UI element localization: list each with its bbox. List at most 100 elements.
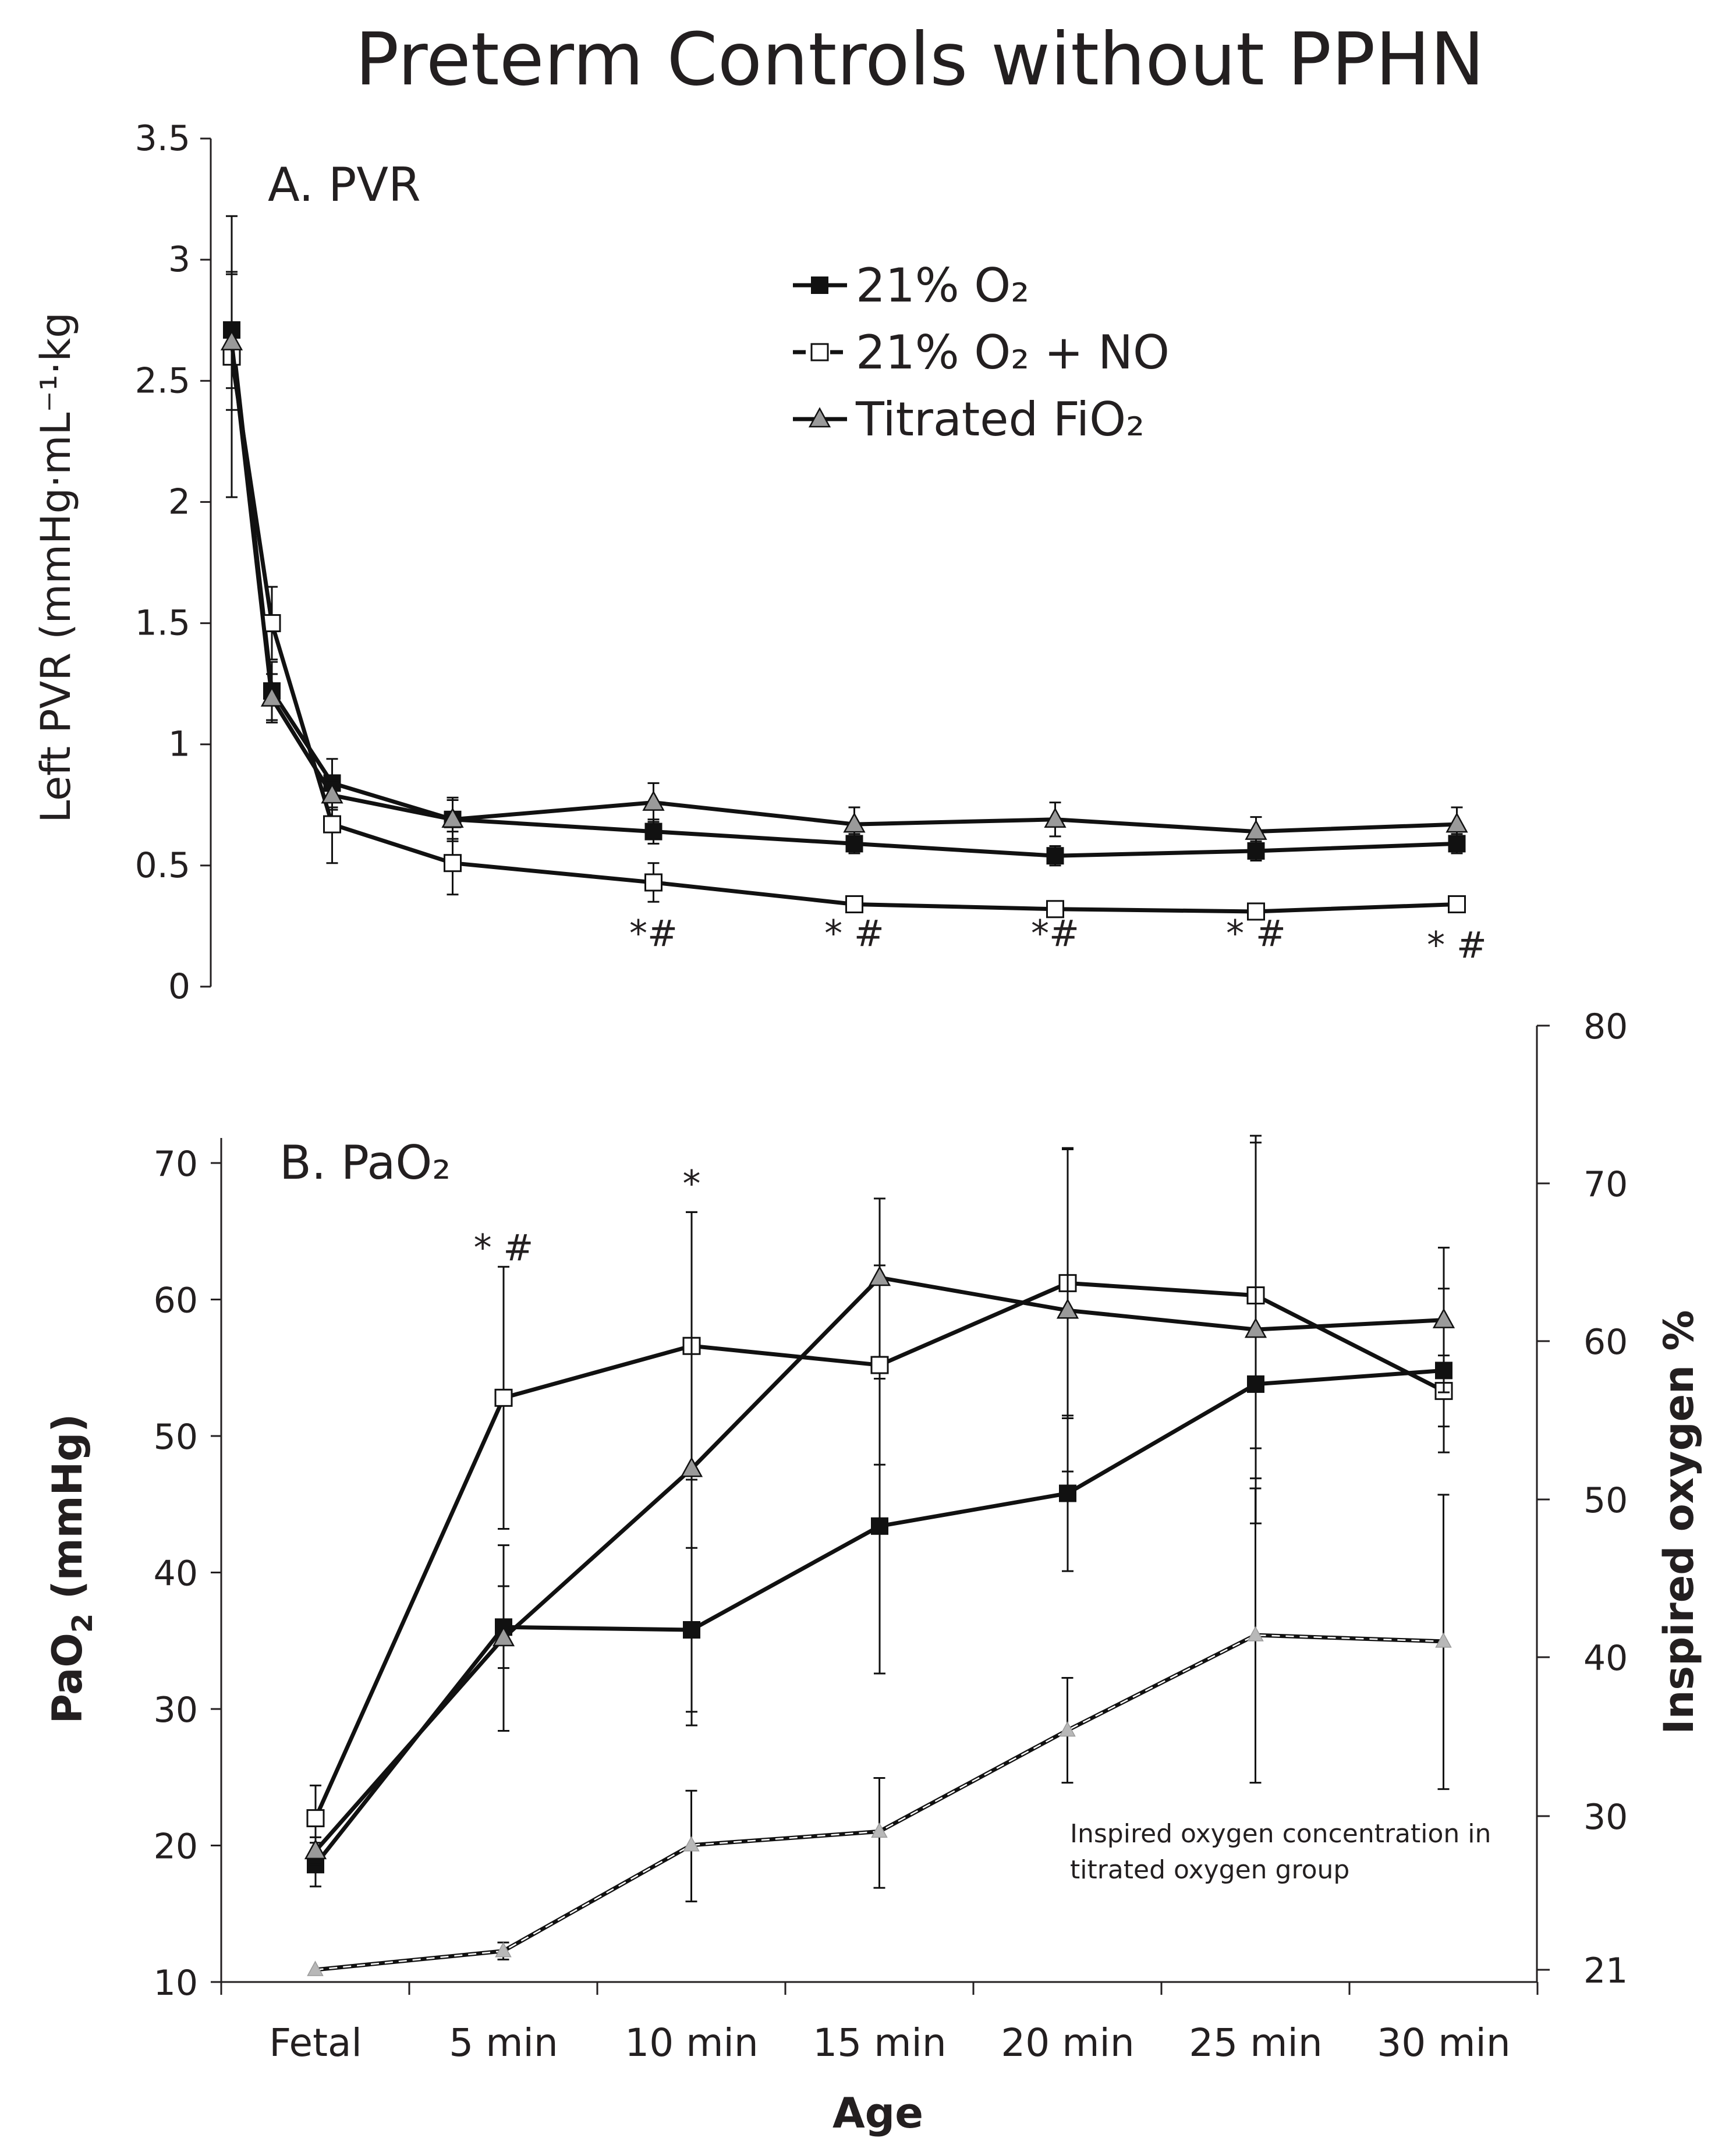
- panel-b-data-point: [871, 1517, 888, 1535]
- panel-b-data-point: [683, 1836, 700, 1852]
- panel-b-y-tick-label: 60: [154, 1281, 198, 1321]
- panel-a-significance-mark: * #: [1427, 924, 1487, 966]
- panel-b-label: B. PaO₂: [279, 1136, 451, 1190]
- panel-b-data-point: [307, 1960, 324, 1976]
- panel-b-significance-mark: * #: [474, 1226, 534, 1269]
- panel-a-data-point: [323, 815, 341, 834]
- panel-b-data-point: [494, 1388, 513, 1407]
- panel-b-y-tick-label: 20: [154, 1827, 198, 1867]
- panel-b-data-point: [492, 1626, 515, 1647]
- panel-b-x-tick-label: Fetal: [269, 2020, 362, 2065]
- panel-a-data-point: [1046, 900, 1064, 919]
- panel-a-significance-mark: * #: [1226, 912, 1286, 955]
- panel-a-data-point: [644, 822, 662, 841]
- panel-b-axes: 10 20 30 40 50 60 70 21 30 40 50 60 70 80 Fetal 5 min 10…: [154, 1006, 1628, 2065]
- panel-a-data-point: [441, 807, 464, 828]
- panel-b-significance-marks: * # *: [474, 1162, 701, 1269]
- panel-a-series-2: [220, 273, 1468, 848]
- panel-b-data-point: [1247, 1626, 1264, 1641]
- panel-a-legend-marker: [808, 407, 831, 428]
- panel-a-y-axis-label: Left PVR (mmHg·mL⁻¹·kg: [32, 312, 80, 822]
- panel-a-series: [220, 215, 1468, 921]
- panel-b-significance-mark: *: [683, 1162, 701, 1205]
- panel-b-data-point: [870, 1356, 889, 1374]
- panel-b-data-point: [680, 1456, 703, 1477]
- panel-a-y-tick-label: 2: [168, 481, 190, 522]
- panel-a-data-point: [444, 854, 462, 873]
- panel-a-data-point: [1046, 847, 1064, 865]
- panel-a-y-tick-label: 0: [168, 966, 190, 1007]
- panel-b-data-point: [1056, 1298, 1079, 1319]
- panel-b-right-tick-label: 30: [1583, 1797, 1628, 1838]
- panel-a-legend: 21% O₂ 21% O₂ + NO Titrated FiO₂: [793, 258, 1170, 446]
- panel-b-x-tick-label: 20 min: [1001, 2020, 1134, 2065]
- panel-b-pao2-chart: 10 20 30 40 50 60 70 21 30 40 50 60 70 80 Fetal 5 min 10…: [44, 1006, 1703, 2137]
- panel-b-y-tick-label: 10: [154, 1963, 198, 2004]
- panel-a-series-0: [223, 271, 1466, 867]
- panel-a-series-1: [222, 215, 1466, 921]
- panel-b-y-axis-label: PaO2 (mmHg): [44, 1414, 99, 1724]
- panel-a-data-point: [1446, 812, 1468, 833]
- panel-a-data-point: [1245, 819, 1267, 840]
- panel-b-series-2: [304, 1134, 1455, 1866]
- panel-b-right-tick-label: 60: [1583, 1322, 1628, 1363]
- panel-b-data-point: [1435, 1632, 1452, 1648]
- panel-a-data-point: [260, 686, 284, 707]
- panel-a-y-tick-label: 3: [168, 239, 190, 280]
- panel-a-data-point: [642, 790, 665, 811]
- panel-b-right-axis-label: Inspired oxygen %: [1655, 1310, 1703, 1735]
- panel-a-data-point: [321, 783, 343, 804]
- panel-a-data-point: [843, 812, 866, 833]
- panel-b-note: Inspired oxygen concentration in titrated…: [1070, 1819, 1491, 1885]
- panel-a-data-point: [644, 873, 662, 892]
- panel-a-significance-mark: *#: [1031, 912, 1079, 955]
- panel-a-data-point: [845, 895, 863, 913]
- panel-b-x-tick-label: 25 min: [1189, 2020, 1322, 2065]
- panel-b-y-tick-label: 30: [154, 1690, 198, 1731]
- panel-b-series-3: [307, 1487, 1452, 1976]
- panel-b-y-tick-label: 50: [154, 1417, 198, 1458]
- panel-b-data-point: [306, 1809, 325, 1828]
- panel-a-data-point: [1247, 902, 1265, 921]
- panel-b-data-point: [1244, 1317, 1267, 1338]
- panel-b-x-tick-label: 5 min: [449, 2020, 558, 2065]
- panel-a-legend-label: Titrated FiO₂: [855, 392, 1145, 446]
- panel-a-data-point: [220, 330, 243, 350]
- panel-a-y-tick-label: 0.5: [135, 845, 190, 886]
- panel-b-x-tick-label: 10 min: [625, 2020, 758, 2065]
- panel-a-series-line: [229, 329, 1457, 858]
- panel-b-data-point: [1432, 1308, 1455, 1328]
- panel-a-legend-label: 21% O₂: [856, 258, 1029, 313]
- panel-b-y-tick-label: 70: [154, 1144, 198, 1185]
- panel-a-significance-mark: *#: [629, 912, 678, 955]
- figure-title: Preterm Controls without PPHN: [355, 17, 1485, 102]
- panel-b-data-point: [304, 1839, 327, 1860]
- panel-b-data-point: [495, 1942, 512, 1958]
- panel-a-label: A. PVR: [268, 158, 421, 212]
- panel-b-data-point: [1059, 1484, 1076, 1502]
- panel-b-right-tick-label: 40: [1583, 1638, 1628, 1679]
- panel-b-right-tick-label: 80: [1583, 1006, 1628, 1047]
- panel-b-y-tick-label: 40: [154, 1554, 198, 1594]
- panel-b-x-axis-label: Age: [832, 2089, 923, 2137]
- panel-a-series-line: [229, 356, 1457, 914]
- panel-a-pvr-chart: 0 0.5 1 1.5 2 2.5 3 3.5 A. PVR Left PVR (mmHg·m…: [32, 118, 1487, 1007]
- panel-b-right-tick-label: 21: [1583, 1951, 1628, 1991]
- panel-a-y-tick-label: 2.5: [135, 360, 190, 401]
- panel-a-data-point: [1448, 895, 1466, 913]
- panel-a-y-tick-label: 3.5: [135, 118, 190, 159]
- panel-b-series: [304, 1134, 1455, 1976]
- panel-a-legend-label: 21% O₂ + NO: [856, 325, 1170, 380]
- panel-b-x-tick-label: 15 min: [813, 2020, 946, 2065]
- panel-b-data-point: [868, 1265, 891, 1286]
- panel-a-data-point: [263, 614, 281, 633]
- panel-a-axes: 0 0.5 1 1.5 2 2.5 3 3.5: [135, 118, 212, 1007]
- panel-b-right-tick-label: 50: [1583, 1480, 1628, 1521]
- panel-b-data-point: [871, 1822, 888, 1838]
- panel-b-x-tick-label: 30 min: [1377, 2020, 1510, 2065]
- panel-a-legend-marker: [810, 343, 829, 361]
- panel-a-y-tick-label: 1: [168, 724, 190, 765]
- panel-a-legend-marker: [811, 276, 828, 294]
- panel-b-data-point: [1059, 1721, 1076, 1737]
